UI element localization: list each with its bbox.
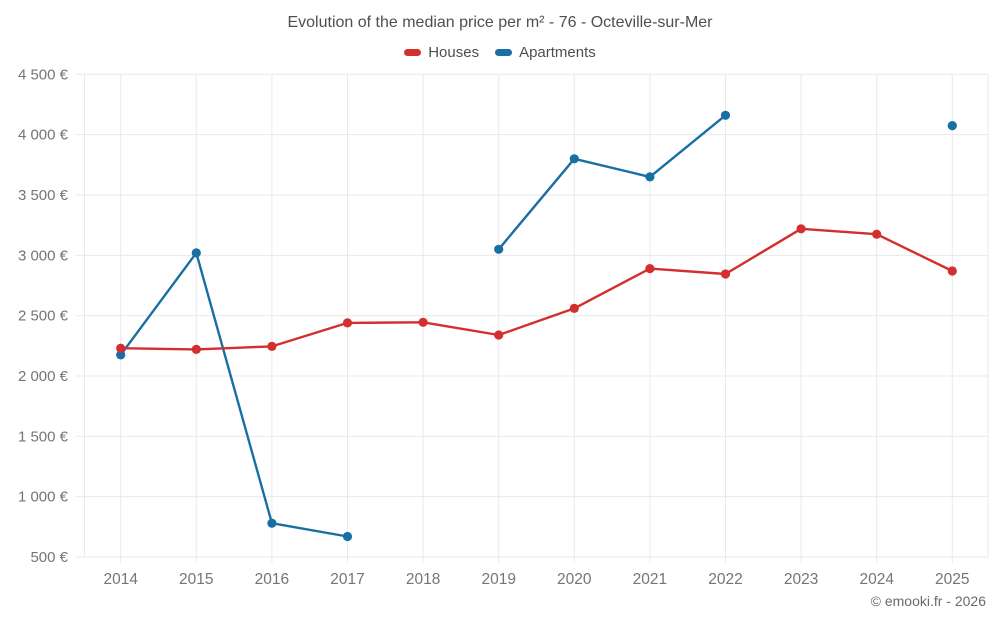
chart-title: Evolution of the median price per m² - 7… xyxy=(287,14,713,31)
x-axis-label: 2021 xyxy=(633,571,667,588)
x-axis-label: 2017 xyxy=(330,571,364,588)
copyright-credit: © emooki.fr - 2026 xyxy=(870,593,986,609)
houses-point-2025 xyxy=(947,266,957,276)
x-axis-label: 2016 xyxy=(255,571,289,588)
x-axis-label: 2018 xyxy=(406,571,440,588)
houses-point-2018 xyxy=(418,317,428,327)
y-axis-label: 500 € xyxy=(30,549,68,566)
y-axis-label: 1 000 € xyxy=(18,489,69,506)
legend-label-houses: Houses xyxy=(428,44,480,61)
x-axis-label: 2015 xyxy=(179,571,213,588)
apartments-point-2025 xyxy=(947,121,957,131)
apartments-point-2015 xyxy=(191,248,201,258)
apartments-point-2022 xyxy=(720,110,731,120)
houses-point-2015 xyxy=(191,344,201,354)
houses-point-2014 xyxy=(116,343,126,353)
houses-swatch-icon xyxy=(404,49,422,56)
apartments-point-2017 xyxy=(342,531,353,542)
x-axis-label: 2024 xyxy=(859,571,894,588)
apartments-point-2020 xyxy=(569,154,579,164)
x-axis-label: 2014 xyxy=(103,571,138,588)
x-axis-label: 2019 xyxy=(481,571,515,588)
x-axis-label: 2023 xyxy=(784,571,818,588)
houses-point-2024 xyxy=(872,229,882,239)
houses-point-2020 xyxy=(569,303,579,313)
legend-item-apartments[interactable]: Apartments xyxy=(495,44,596,61)
apartments-point-2021 xyxy=(645,172,655,182)
legend: Houses Apartments xyxy=(0,44,1000,61)
apartments-swatch-icon xyxy=(495,49,513,56)
apartments-line xyxy=(497,114,727,251)
houses-line xyxy=(119,227,954,351)
y-axis-label: 4 500 € xyxy=(18,66,69,83)
houses-point-2019 xyxy=(494,330,504,340)
legend-item-houses[interactable]: Houses xyxy=(404,44,479,61)
apartments-point-2016 xyxy=(267,518,277,528)
y-axis-label: 3 500 € xyxy=(18,187,69,204)
apartments-line xyxy=(119,251,349,538)
y-axis-label: 2 000 € xyxy=(18,368,69,385)
houses-point-2023 xyxy=(796,224,806,234)
houses-point-2016 xyxy=(267,341,277,351)
x-axis-label: 2020 xyxy=(557,571,592,588)
houses-point-2021 xyxy=(645,264,655,274)
y-axis-label: 1 500 € xyxy=(18,428,69,445)
apartments-point-2014 xyxy=(116,350,126,360)
y-axis-label: 4 000 € xyxy=(18,127,69,144)
houses-point-2017 xyxy=(342,318,353,328)
houses-point-2022 xyxy=(720,269,731,279)
apartments-point-2019 xyxy=(494,244,504,254)
x-axis-label: 2022 xyxy=(708,571,742,588)
y-axis-label: 2 500 € xyxy=(18,308,69,325)
legend-label-apartments: Apartments xyxy=(519,44,596,61)
y-axis-label: 3 000 € xyxy=(18,247,69,264)
x-axis-label: 2025 xyxy=(935,571,969,588)
